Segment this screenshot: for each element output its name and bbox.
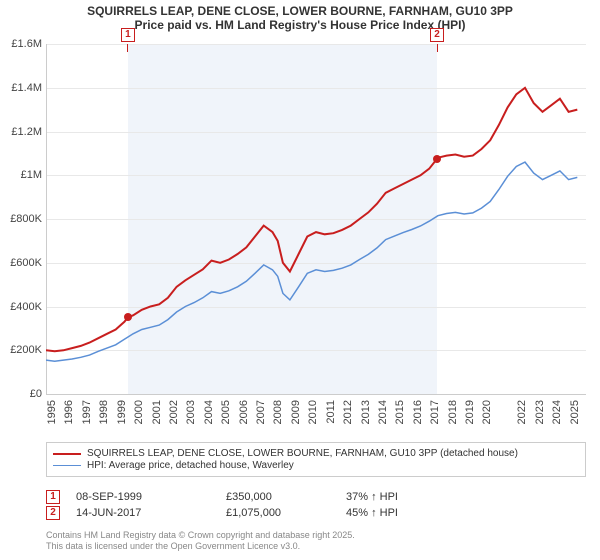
y-tick-label: £400K	[0, 301, 42, 313]
sales-marker: 1	[46, 490, 60, 504]
sales-date: 08-SEP-1999	[76, 491, 226, 503]
x-tick-label: 2004	[203, 400, 215, 424]
y-tick-label: £1.6M	[0, 38, 42, 50]
x-tick-label: 2017	[429, 400, 441, 424]
legend-row: SQUIRRELS LEAP, DENE CLOSE, LOWER BOURNE…	[53, 448, 579, 459]
sales-date: 14-JUN-2017	[76, 507, 226, 519]
sale-dot	[433, 155, 441, 163]
x-tick-label: 2023	[534, 400, 546, 424]
x-tick-label: 1996	[63, 400, 75, 424]
x-tick-label: 2019	[464, 400, 476, 424]
legend-label: HPI: Average price, detached house, Wave…	[87, 460, 294, 471]
series-price_paid	[46, 88, 577, 352]
x-tick-label: 1998	[98, 400, 110, 424]
x-tick-label: 2011	[325, 400, 337, 424]
sales-row: 1 08-SEP-1999 £350,000 37% ↑ HPI	[46, 490, 586, 504]
x-tick-label: 2015	[394, 400, 406, 424]
title-block: SQUIRRELS LEAP, DENE CLOSE, LOWER BOURNE…	[0, 0, 600, 34]
sales-pct: 45% ↑ HPI	[346, 507, 466, 519]
x-tick-label: 2013	[360, 400, 372, 424]
y-tick-label: £1.4M	[0, 82, 42, 94]
x-tick-label: 2006	[238, 400, 250, 424]
x-tick-label: 2001	[151, 400, 163, 424]
x-tick-label: 2003	[185, 400, 197, 424]
y-tick-label: £800K	[0, 213, 42, 225]
y-tick-label: £0	[0, 388, 42, 400]
x-tick-label: 2010	[307, 400, 319, 424]
x-tick-label: 2008	[272, 400, 284, 424]
footer: Contains HM Land Registry data © Crown c…	[46, 530, 355, 552]
marker-tick	[127, 44, 128, 52]
chart-container: SQUIRRELS LEAP, DENE CLOSE, LOWER BOURNE…	[0, 0, 600, 560]
legend-label: SQUIRRELS LEAP, DENE CLOSE, LOWER BOURNE…	[87, 448, 518, 459]
x-tick-label: 2016	[412, 400, 424, 424]
legend-swatch	[53, 453, 81, 455]
chart-lines	[46, 44, 586, 394]
marker-tick	[437, 44, 438, 52]
x-tick-label: 1997	[81, 400, 93, 424]
x-tick-label: 2024	[551, 400, 563, 424]
marker-box: 2	[430, 28, 444, 42]
sales-table: 1 08-SEP-1999 £350,000 37% ↑ HPI 2 14-JU…	[46, 488, 586, 522]
chart-area: 1995199619971998199920002001200220032004…	[46, 44, 586, 394]
x-tick-label: 2009	[290, 400, 302, 424]
gridline	[46, 394, 586, 395]
title-subtitle: Price paid vs. HM Land Registry's House …	[0, 18, 600, 32]
footer-line: This data is licensed under the Open Gov…	[46, 541, 355, 552]
y-tick-label: £200K	[0, 344, 42, 356]
y-tick-label: £600K	[0, 257, 42, 269]
x-tick-label: 2020	[481, 400, 493, 424]
legend: SQUIRRELS LEAP, DENE CLOSE, LOWER BOURNE…	[46, 442, 586, 477]
sales-price: £350,000	[226, 491, 346, 503]
x-tick-label: 2012	[342, 400, 354, 424]
legend-row: HPI: Average price, detached house, Wave…	[53, 460, 579, 471]
series-hpi	[46, 162, 577, 361]
x-tick-label: 2018	[447, 400, 459, 424]
sales-row: 2 14-JUN-2017 £1,075,000 45% ↑ HPI	[46, 506, 586, 520]
x-tick-label: 2022	[516, 400, 528, 424]
footer-line: Contains HM Land Registry data © Crown c…	[46, 530, 355, 541]
x-tick-label: 2005	[220, 400, 232, 424]
x-tick-label: 2014	[377, 400, 389, 424]
sales-pct: 37% ↑ HPI	[346, 491, 466, 503]
x-tick-label: 1995	[46, 400, 58, 424]
y-tick-label: £1M	[0, 169, 42, 181]
y-tick-label: £1.2M	[0, 126, 42, 138]
x-tick-label: 2000	[133, 400, 145, 424]
x-tick-label: 2007	[255, 400, 267, 424]
marker-box: 1	[121, 28, 135, 42]
sales-price: £1,075,000	[226, 507, 346, 519]
x-tick-label: 2002	[168, 400, 180, 424]
x-tick-label: 1999	[116, 400, 128, 424]
sale-dot	[124, 313, 132, 321]
x-tick-label: 2025	[569, 400, 581, 424]
title-address: SQUIRRELS LEAP, DENE CLOSE, LOWER BOURNE…	[0, 4, 600, 18]
legend-swatch	[53, 465, 81, 466]
sales-marker: 2	[46, 506, 60, 520]
